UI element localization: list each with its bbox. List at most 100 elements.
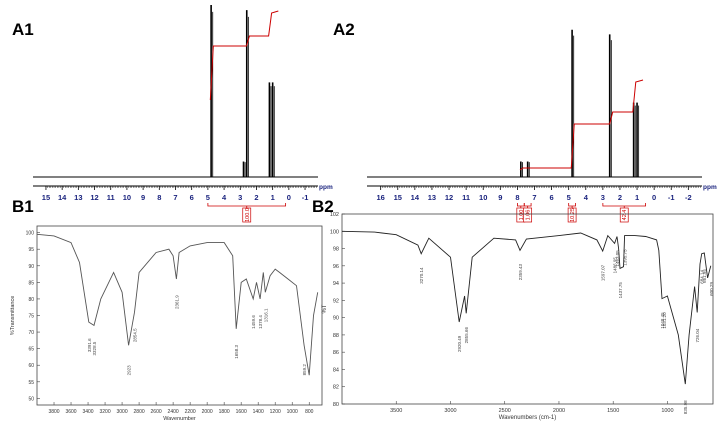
x-tick-label: 3000	[444, 408, 456, 414]
peak-annotation: 1486.95	[613, 257, 618, 274]
x-tick-label: 8	[515, 193, 519, 202]
x-tick-label: 9	[498, 193, 502, 202]
x-axis-label: ppm	[319, 184, 333, 191]
x-tick-label: 0	[652, 193, 656, 202]
peak-annotation: 661.95	[702, 269, 707, 283]
peak-annotation: 2923	[127, 365, 132, 376]
y-tick-label: 92	[333, 298, 339, 304]
panel-label-b1: B1	[12, 197, 34, 216]
x-tick-label: 10	[479, 193, 487, 202]
x-tick-label: 2200	[185, 409, 196, 415]
x-tick-label: 1800	[219, 409, 230, 415]
y-axis-label: %Transmittance	[10, 296, 16, 336]
x-tick-label: 6	[550, 193, 554, 202]
x-tick-label: 5	[567, 193, 571, 202]
x-tick-label: 3200	[99, 409, 110, 415]
peak-annotation: 1378.4	[258, 315, 263, 329]
y-tick-label: 102	[330, 212, 339, 218]
peak-annotation: 2359.43	[518, 264, 523, 281]
x-tick-label: 2	[254, 193, 258, 202]
peak-annotation: 1437.75	[618, 282, 623, 299]
x-tick-label: 2400	[168, 409, 179, 415]
peak-annotation: 3391.6	[87, 338, 92, 352]
peak-annotation: 3270.14	[419, 267, 424, 284]
y-tick-label: 90	[333, 316, 339, 322]
peak-annotation: 1597.07	[601, 264, 606, 281]
x-tick-label: 3600	[65, 409, 76, 415]
x-tick-label: 2000	[553, 408, 565, 414]
x-tick-label: 7	[173, 193, 177, 202]
x-tick-label: 13	[428, 193, 436, 202]
integral-bracket	[517, 203, 525, 207]
peak-annotation: 726.04	[695, 328, 700, 342]
peak-annotation: 1048.45	[660, 312, 665, 329]
x-tick-label: 16	[377, 193, 385, 202]
y-tick-label: 65	[28, 347, 34, 353]
y-tick-label: 95	[28, 247, 34, 253]
y-tick-label: 88	[333, 333, 339, 339]
x-tick-label: 15	[42, 193, 50, 202]
x-tick-label: 1000	[661, 408, 673, 414]
x-axis-label: ppm	[703, 184, 717, 191]
integral-label-box	[619, 207, 629, 223]
x-tick-label: 2	[618, 193, 622, 202]
y-tick-label: 98	[333, 247, 339, 253]
x-tick-label: -1	[302, 193, 309, 202]
x-tick-label: 4	[584, 193, 589, 202]
x-tick-label: 2500	[499, 408, 511, 414]
ir-spectrum-line	[341, 230, 712, 385]
y-tick-label: 80	[333, 402, 339, 408]
peak-annotation: 859.2	[302, 364, 307, 376]
integral-value-label: 1.00	[519, 210, 525, 221]
x-tick-label: 800	[305, 409, 314, 415]
x-tick-label: 9	[141, 193, 145, 202]
peak-annotation: 2854.5	[132, 328, 137, 342]
x-tick-label: 3	[601, 193, 605, 202]
peak-annotation: 1316.1	[263, 308, 268, 322]
peak-annotation: 2361.9	[174, 295, 179, 309]
x-axis-label: Wavenumber	[163, 416, 196, 421]
x-tick-label: 3500	[390, 408, 402, 414]
x-tick-label: 2600	[151, 409, 162, 415]
x-tick-label: 5	[206, 193, 210, 202]
x-tick-label: 12	[90, 193, 98, 202]
y-tick-label: 90	[28, 264, 34, 270]
ir-spectrum-line	[36, 233, 319, 376]
x-tick-label: -2	[685, 193, 692, 202]
peak-annotation: 1031.20	[662, 312, 667, 329]
peak-annotation: 1463.05	[615, 250, 620, 267]
integral-bracket	[568, 203, 576, 207]
x-tick-label: 7	[532, 193, 536, 202]
y-tick-label: 100	[330, 229, 339, 235]
peak-annotation: 684.14	[700, 269, 705, 283]
y-tick-label: 60	[28, 363, 34, 369]
integral-value-label: 10.25	[570, 208, 576, 222]
panel-label-a2: A2	[333, 20, 355, 39]
y-axis-label: %T	[322, 304, 328, 313]
x-tick-label: 14	[58, 193, 67, 202]
y-tick-label: 100	[26, 231, 35, 237]
x-tick-label: 13	[74, 193, 82, 202]
integral-curve	[209, 10, 279, 101]
integral-label-box	[242, 207, 252, 223]
y-tick-label: 96	[333, 264, 339, 270]
integral-value-label: 42.4	[622, 210, 628, 221]
x-tick-label: 10	[123, 193, 131, 202]
x-tick-label: 1500	[607, 408, 619, 414]
integral-label-box	[523, 207, 533, 223]
y-tick-label: 85	[28, 280, 34, 286]
x-tick-label: -1	[668, 193, 675, 202]
x-tick-label: 14	[411, 193, 420, 202]
x-tick-label: 1200	[270, 409, 281, 415]
x-axis-label: Wavenumbers (cm-1)	[499, 415, 556, 421]
x-tick-label: 1000	[287, 409, 298, 415]
ir-chart-b2: 102 100 98 96 94 92 90 88 86 84 82 80 3500 3000 2500 20…	[322, 212, 714, 421]
integral-value-label: 1.06	[526, 210, 532, 221]
integral-curve	[519, 79, 644, 171]
x-tick-label: 0	[287, 193, 291, 202]
y-tick-label: 86	[333, 350, 339, 356]
x-tick-label: 3800	[48, 409, 59, 415]
